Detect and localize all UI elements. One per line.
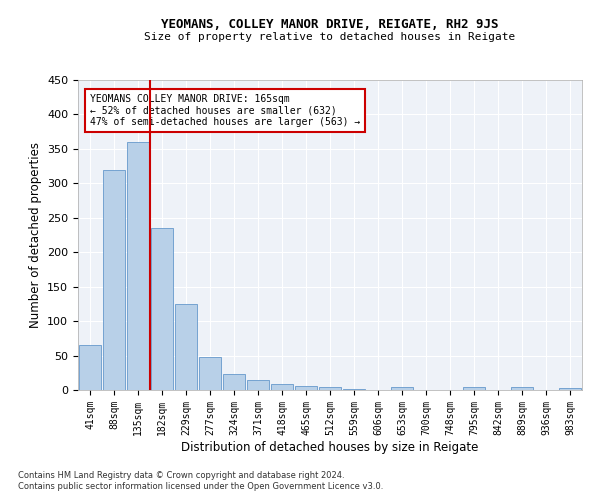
Y-axis label: Number of detached properties: Number of detached properties [29,142,41,328]
X-axis label: Distribution of detached houses by size in Reigate: Distribution of detached houses by size … [181,440,479,454]
Bar [103,170,125,390]
Bar [295,386,317,390]
Bar [79,345,101,390]
Bar [199,357,221,390]
Text: Contains public sector information licensed under the Open Government Licence v3: Contains public sector information licen… [18,482,383,491]
Text: YEOMANS, COLLEY MANOR DRIVE, REIGATE, RH2 9JS: YEOMANS, COLLEY MANOR DRIVE, REIGATE, RH… [161,18,499,30]
Text: Contains HM Land Registry data © Crown copyright and database right 2024.: Contains HM Land Registry data © Crown c… [18,470,344,480]
Bar [463,387,485,390]
Bar [511,387,533,390]
Bar [559,388,581,390]
Bar [223,374,245,390]
Bar [175,304,197,390]
Bar [271,384,293,390]
Text: Size of property relative to detached houses in Reigate: Size of property relative to detached ho… [145,32,515,42]
Bar [319,387,341,390]
Text: YEOMANS COLLEY MANOR DRIVE: 165sqm
← 52% of detached houses are smaller (632)
47: YEOMANS COLLEY MANOR DRIVE: 165sqm ← 52%… [90,94,361,127]
Bar [151,228,173,390]
Bar [391,386,413,390]
Bar [247,380,269,390]
Bar [127,142,149,390]
